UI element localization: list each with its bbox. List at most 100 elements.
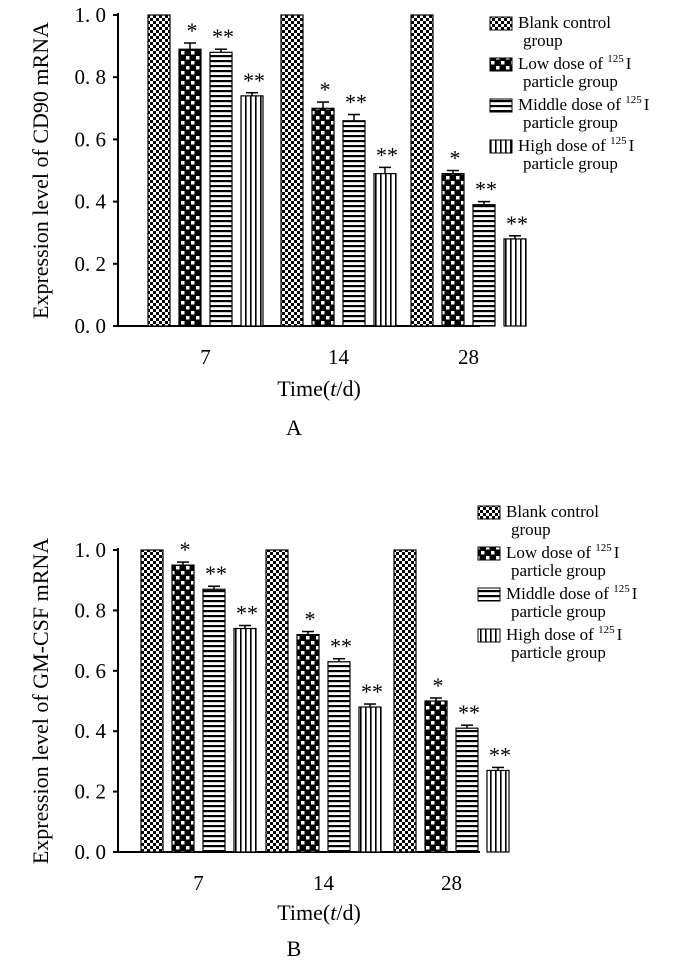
significance-mark: * [450, 146, 461, 171]
y-tick-label: 1. 0 [75, 538, 107, 562]
legend-entry-0-line2: group [523, 31, 563, 50]
significance-mark: ** [458, 700, 480, 725]
y-tick-label: 0. 6 [75, 659, 107, 683]
significance-mark: ** [361, 679, 383, 704]
bar-28-series-1 [424, 700, 448, 853]
x-axis-label: Time(t/d) [277, 376, 361, 401]
legend-text: High dose of [518, 136, 610, 155]
bar-28-series-2 [472, 204, 496, 327]
legend-swatch-2 [477, 587, 501, 602]
legend-isotope: I [617, 625, 623, 644]
legend-entry-1-line1: Low dose of 125 I [506, 542, 620, 562]
x-axis-label: Time(t/d) [277, 900, 361, 925]
legend-entry-3-line2: particle group [523, 154, 618, 173]
chart-panel-a: 0. 00. 20. 40. 60. 81. 0* ****7* ****14***… [28, 3, 650, 440]
bar-7-series-3 [233, 627, 257, 853]
legend-entry-2-line1: Middle dose of 125 I [518, 94, 650, 114]
legend-entry-1-line2: particle group [511, 561, 606, 580]
x-axis-label-variable: t [330, 900, 337, 925]
legend-superscript: 125 [610, 135, 627, 147]
significance-mark: ** [236, 601, 258, 626]
x-axis-label-prefix: Time( [277, 376, 330, 401]
legend-entry-1-line1: Low dose of 125 I [518, 53, 632, 73]
x-tick-label: 7 [200, 345, 211, 369]
significance-mark: * [187, 18, 198, 43]
significance-mark: ** [212, 24, 234, 49]
legend-superscript: 125 [613, 583, 630, 595]
legend-text: Middle dose of [518, 95, 625, 114]
legend-text: Blank control [506, 502, 599, 521]
significance-mark: * [320, 77, 331, 102]
legend-superscript: 125 [607, 53, 624, 65]
x-axis-label-variable: t [330, 376, 337, 401]
y-axis-label: Expression level of CD90 mRNA [28, 22, 53, 319]
legend-swatch-0 [489, 16, 513, 31]
legend-entry-3-line1: High dose of 125 I [518, 135, 635, 155]
significance-mark: ** [330, 634, 352, 659]
legend-entry-0-line1: Blank control [506, 502, 599, 521]
legend-swatch-1 [477, 546, 501, 561]
x-axis-label-suffix: /d) [336, 900, 360, 925]
legend-entry-0-line2: group [511, 520, 551, 539]
bar-28-series-2 [455, 727, 479, 853]
y-tick-label: 0. 0 [75, 840, 107, 864]
x-axis-label-suffix: /d) [336, 376, 360, 401]
legend-isotope: I [626, 54, 632, 73]
panel-label: A [286, 415, 302, 440]
significance-mark: ** [475, 177, 497, 202]
significance-mark: ** [243, 68, 265, 93]
chart-panel-b: 0. 00. 20. 40. 60. 81. 0 *****7*****14***… [28, 502, 638, 961]
bar-14-series-3 [373, 173, 397, 327]
y-tick-label: 0. 4 [75, 190, 107, 214]
x-tick-label: 28 [458, 345, 479, 369]
y-tick-label: 0. 2 [75, 780, 107, 804]
significance-mark: * [180, 537, 191, 562]
legend-entry-0-line1: Blank control [518, 13, 611, 32]
bar-14-series-2 [342, 120, 366, 327]
y-tick-label: 0. 0 [75, 314, 107, 338]
significance-mark: ** [345, 90, 367, 115]
legend-text: Low dose of [518, 54, 607, 73]
significance-mark: ** [506, 211, 528, 236]
panel-label: B [287, 936, 302, 961]
legend-superscript: 125 [595, 542, 612, 554]
x-axis-label-prefix: Time( [277, 900, 330, 925]
significance-mark: ** [376, 142, 398, 167]
legend-superscript: 125 [625, 94, 642, 106]
x-tick-label: 28 [441, 871, 462, 895]
legend-isotope: I [614, 543, 620, 562]
bar-7-series-1 [178, 48, 202, 327]
bar-7-series-0 [140, 549, 164, 853]
bar-28-series-3 [486, 769, 510, 853]
x-tick-label: 14 [328, 345, 350, 369]
bar-7-series-2 [202, 588, 226, 853]
legend-swatch-3 [477, 628, 501, 643]
bar-7-series-0 [147, 14, 171, 327]
legend-text: Middle dose of [506, 584, 613, 603]
legend-isotope: I [632, 584, 638, 603]
x-tick-label: 14 [313, 871, 335, 895]
significance-mark: * [433, 673, 444, 698]
legend-swatch-3 [489, 139, 513, 154]
significance-mark: * [305, 607, 316, 632]
legend-superscript: 125 [598, 624, 615, 636]
bar-28-series-3 [503, 238, 527, 327]
bar-14-series-1 [296, 633, 320, 853]
significance-mark: ** [205, 561, 227, 586]
legend-swatch-1 [489, 57, 513, 72]
bar-14-series-0 [280, 14, 304, 327]
bar-7-series-2 [209, 51, 233, 327]
legend-swatch-0 [477, 505, 501, 520]
bar-14-series-3 [358, 706, 382, 853]
bar-14-series-0 [265, 549, 289, 853]
y-tick-label: 0. 4 [75, 719, 107, 743]
legend-entry-3-line2: particle group [511, 643, 606, 662]
bar-28-series-0 [393, 549, 417, 853]
y-tick-label: 0. 6 [75, 127, 107, 151]
legend-entry-2-line2: particle group [511, 602, 606, 621]
legend-isotope: I [629, 136, 635, 155]
x-tick-label: 7 [193, 871, 204, 895]
legend-entry-1-line2: particle group [523, 72, 618, 91]
legend-text: Low dose of [506, 543, 595, 562]
